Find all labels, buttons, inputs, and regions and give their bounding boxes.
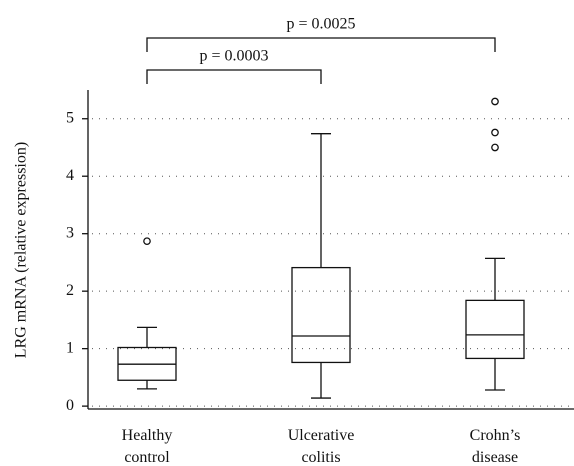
y-axis-label: LRG mRNA (relative expression) [13,142,30,358]
p-value-label: p = 0.0025 [286,16,355,33]
x-tick-label: Ulcerative colitis [288,427,355,466]
outlier [491,143,499,152]
outlier [491,97,499,106]
y-tick-label: 0 [66,397,74,414]
significance-bracket [146,69,322,84]
p-value-label: p = 0.0003 [199,48,268,65]
y-tick-label: 1 [66,339,74,356]
outlier [491,128,499,137]
y-tick-label: 5 [66,109,74,126]
significance-bracket [146,37,496,52]
y-tick-label: 2 [66,282,74,299]
outlier [143,237,151,246]
y-tick-label: 3 [66,224,74,241]
y-tick-label: 4 [66,167,74,184]
x-tick-label: Crohn’s disease [470,427,521,466]
box [465,299,525,360]
x-tick-label: Healthy control [122,427,173,466]
box [291,266,351,364]
